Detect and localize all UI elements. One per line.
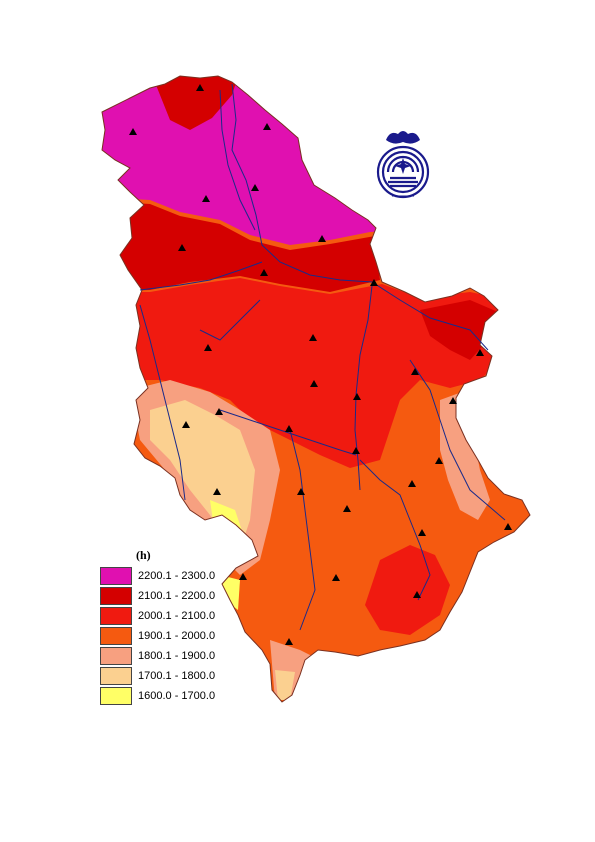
zone-2100-2200 [102, 200, 380, 292]
legend-label: 2200.1 - 2300.0 [138, 570, 216, 582]
legend-item: 2200.1 - 2300.0 [100, 566, 260, 586]
legend-swatch [100, 627, 132, 645]
river-sava [139, 261, 263, 291]
river-timok [409, 359, 506, 521]
station-marker [260, 269, 268, 276]
station-marker [196, 84, 204, 91]
legend-label: 2100.1 - 2200.0 [138, 590, 216, 602]
legend-label: 1600.0 - 1700.0 [138, 690, 216, 702]
legend-item: 2100.1 - 2200.0 [100, 586, 260, 606]
station-marker [178, 244, 186, 251]
zone-1700-1800-south [275, 670, 295, 700]
river-drina [139, 304, 186, 501]
station-marker [310, 380, 318, 387]
zone-2000-2100-south [365, 545, 450, 635]
legend-label: 2000.1 - 2100.0 [138, 610, 216, 622]
station-marker [353, 393, 361, 400]
river-danube [231, 83, 489, 351]
river-tisza [219, 89, 256, 231]
station-marker [411, 368, 419, 375]
station-marker [352, 447, 360, 454]
river-ibar [289, 429, 316, 631]
legend-swatch [100, 687, 132, 705]
legend-item: 1600.0 - 1700.0 [100, 686, 260, 706]
station-marker [182, 421, 190, 428]
zone-2100-2200-north [150, 76, 240, 130]
zone-2000-2100 [102, 278, 510, 468]
station-marker [297, 488, 305, 495]
station-marker [418, 529, 426, 536]
station-marker [215, 408, 223, 415]
station-marker [435, 457, 443, 464]
river-south-morava [359, 459, 431, 601]
station-marker [408, 480, 416, 487]
station-marker [251, 184, 259, 191]
river-kolubara [199, 299, 261, 341]
station-marker [263, 123, 271, 130]
zone-1800-1900-east [440, 392, 490, 520]
legend-swatch [100, 607, 132, 625]
legend-item: 1900.1 - 2000.0 [100, 626, 260, 646]
country-border [101, 75, 531, 703]
station-marker [309, 334, 317, 341]
zone-1600-1700-south [220, 575, 240, 610]
legend-label: 1800.1 - 1900.0 [138, 650, 216, 662]
station-marker [285, 638, 293, 645]
station-marker [239, 573, 247, 580]
station-marker [204, 344, 212, 351]
map-legend: (h) 2200.1 - 2300.0 2100.1 - 2200.0 2000.1… [100, 548, 260, 706]
legend-swatch [100, 667, 132, 685]
station-marker [213, 488, 221, 495]
station-marker [476, 349, 484, 356]
station-marker [129, 128, 137, 135]
legend-item: 2000.1 - 2100.0 [100, 606, 260, 626]
station-marker [413, 591, 421, 598]
station-marker [318, 235, 326, 242]
legend-item: 1800.1 - 1900.0 [100, 646, 260, 666]
station-marker [285, 425, 293, 432]
institute-emblem-icon [376, 131, 430, 199]
legend-title: (h) [136, 548, 151, 562]
legend-label: 1900.1 - 2000.0 [138, 630, 216, 642]
station-marker [504, 523, 512, 530]
station-marker [202, 195, 210, 202]
zone-2100-2200-east [420, 300, 498, 360]
legend-item: 1700.1 - 1800.0 [100, 666, 260, 686]
station-marker [332, 574, 340, 581]
rivers [139, 83, 506, 631]
legend-swatch [100, 567, 132, 585]
weather-stations [129, 84, 512, 645]
legend-swatch [100, 647, 132, 665]
station-marker [370, 279, 378, 286]
station-marker [449, 397, 457, 404]
legend-swatch [100, 587, 132, 605]
legend-label: 1700.1 - 1800.0 [138, 670, 216, 682]
station-marker [343, 505, 351, 512]
river-west-morava [219, 409, 357, 456]
